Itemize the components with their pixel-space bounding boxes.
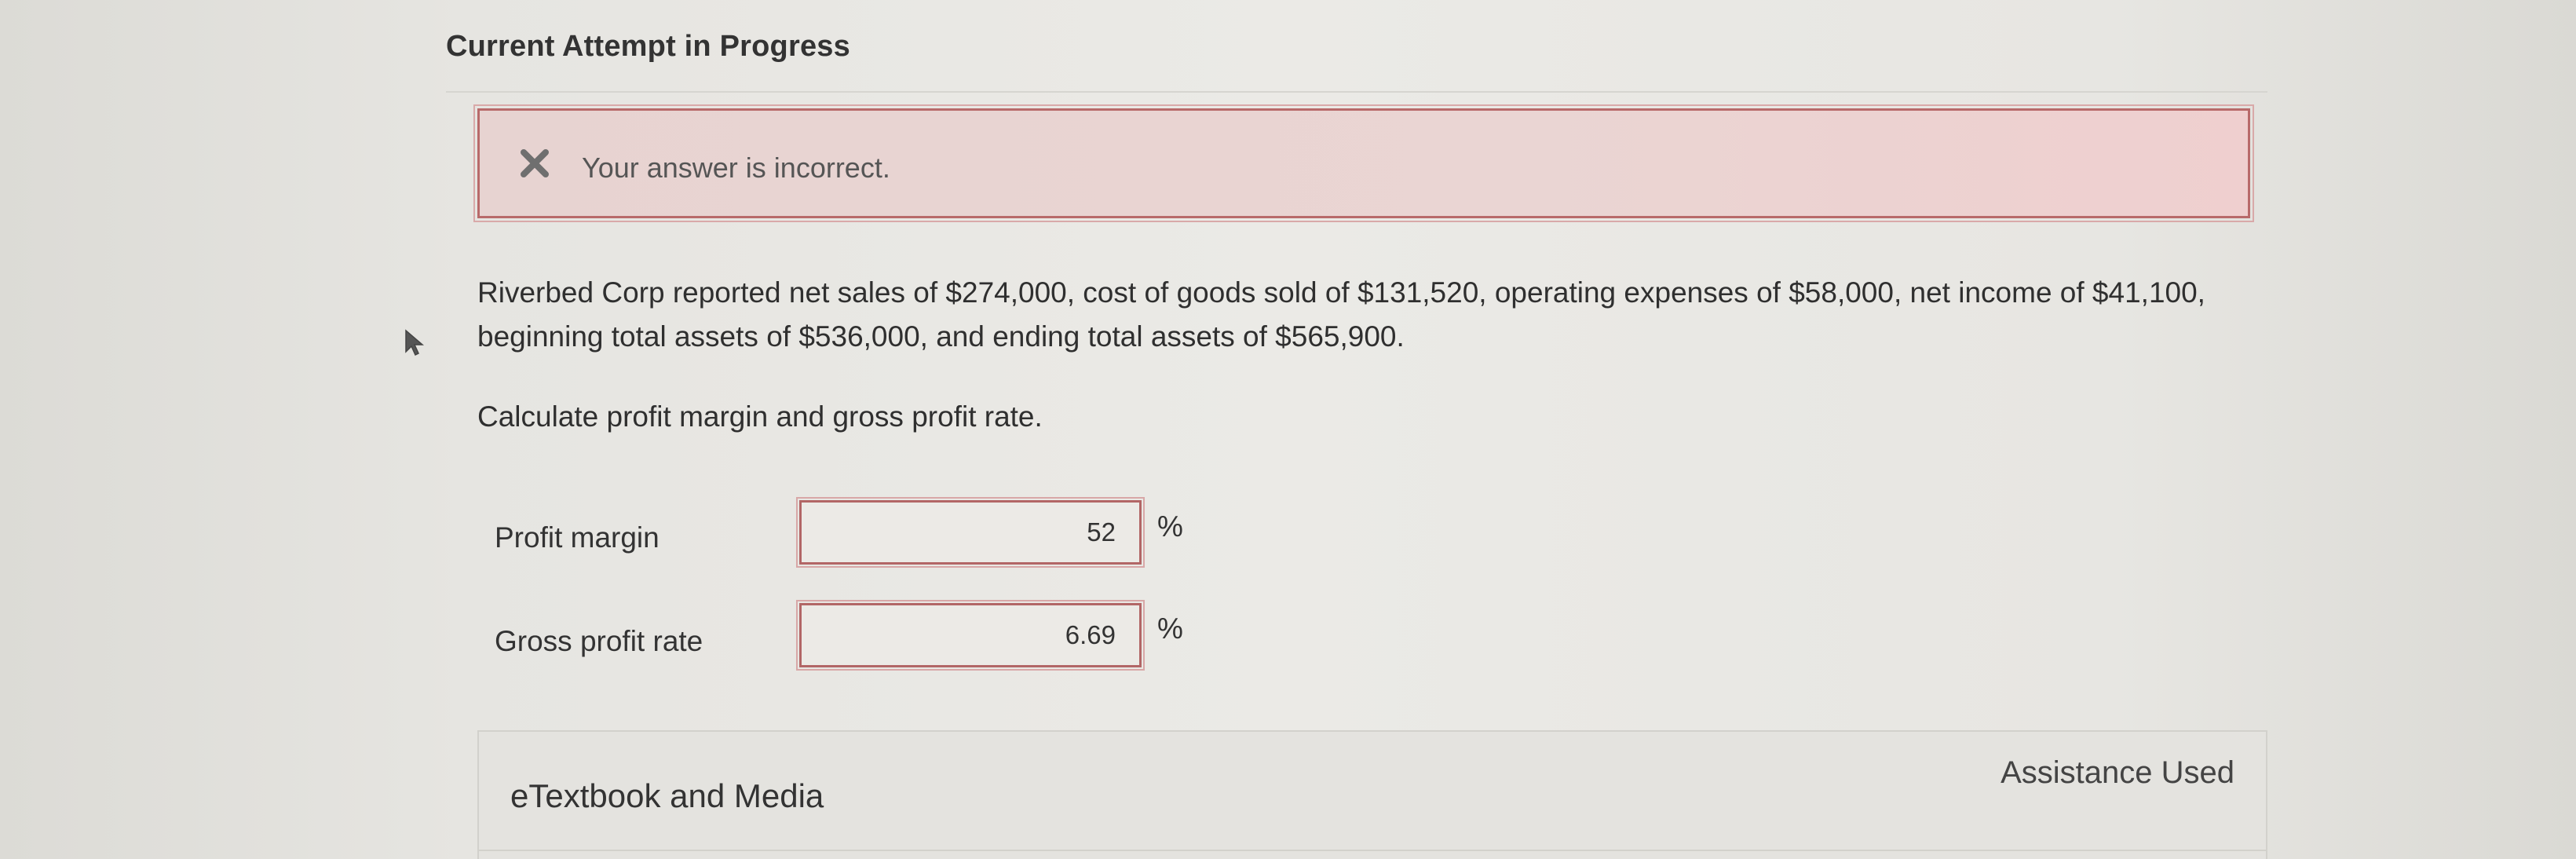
heading-divider [446,91,2267,93]
profit-margin-field-box [796,497,1145,568]
problem-line-1: Riverbed Corp reported net sales of $274… [477,276,2205,309]
profit-margin-label: Profit margin [495,521,660,554]
gross-profit-rate-label: Gross profit rate [495,625,703,657]
gross-profit-rate-unit: % [1157,612,1183,645]
assistance-used-label: Assistance Used [2001,755,2234,790]
gross-profit-rate-input[interactable] [802,605,1139,665]
profit-margin-input[interactable] [802,503,1139,562]
mouse-pointer-icon [405,329,425,356]
page-title: Current Attempt in Progress [446,30,850,63]
gross-profit-rate-field-box [796,600,1145,671]
problem-line-2: beginning total assets of $536,000, and … [477,320,1405,353]
etextbook-media-panel[interactable]: eTextbook and Media Assistance Used [477,730,2267,859]
incorrect-feedback-banner: Your answer is incorrect. [473,104,2254,222]
problem-statement: Riverbed Corp reported net sales of $274… [477,271,2275,359]
feedback-message: Your answer is incorrect. [582,152,890,184]
etextbook-media-link[interactable]: eTextbook and Media [510,777,824,814]
panel-divider [479,850,2266,851]
profit-margin-unit: % [1157,510,1183,543]
x-icon [521,149,549,177]
instruction: Calculate profit margin and gross profit… [477,400,1043,433]
